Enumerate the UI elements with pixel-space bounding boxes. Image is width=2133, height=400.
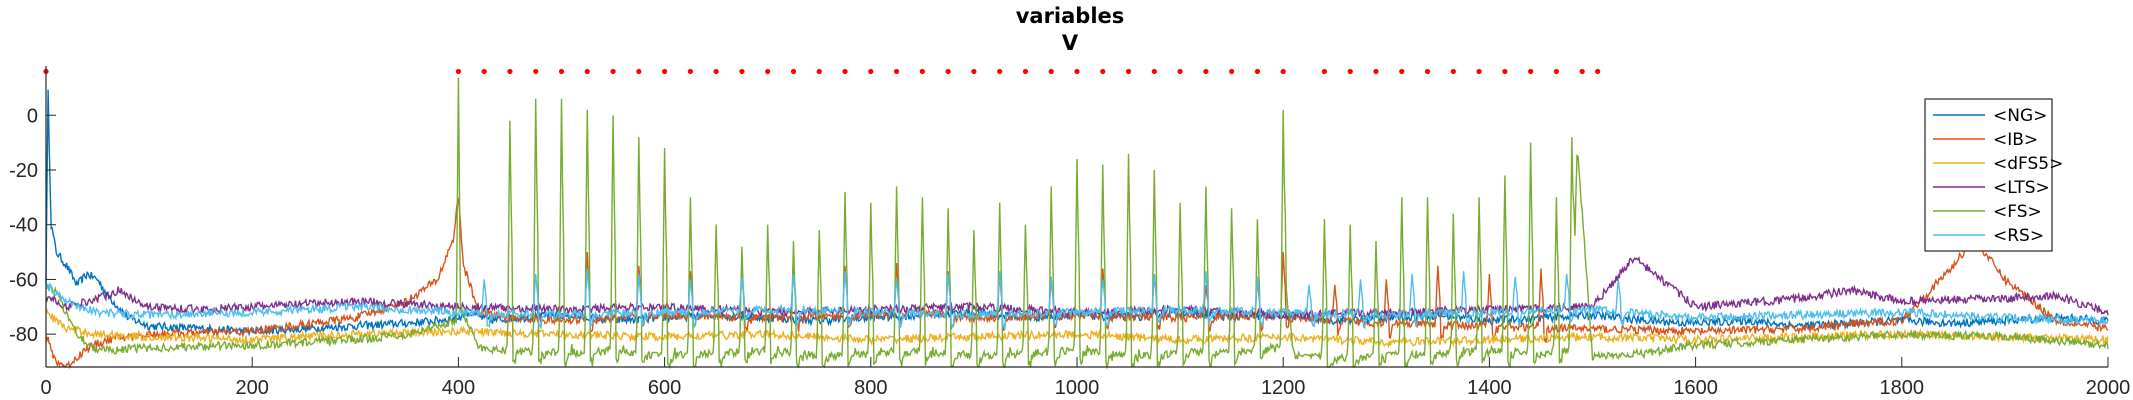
marker-point — [1254, 68, 1261, 75]
legend-label: <NG> — [1993, 106, 2047, 126]
marker-point — [1229, 68, 1235, 75]
x-tick-label: 1400 — [1467, 377, 1512, 399]
marker-point — [455, 68, 461, 75]
marker-point — [584, 68, 590, 75]
legend-label: <RS> — [1993, 226, 2044, 246]
marker-point — [971, 68, 977, 75]
marker-point — [1022, 68, 1029, 75]
marker-point — [1399, 68, 1405, 75]
marker-point — [997, 68, 1003, 75]
x-tick-label: 0 — [40, 377, 51, 399]
legend-label: <LTS> — [1993, 178, 2050, 198]
marker-point — [687, 68, 693, 75]
x-tick-label: 2000 — [2086, 377, 2131, 399]
x-tick-label: 1000 — [1055, 377, 1100, 399]
series-layer — [45, 77, 2109, 370]
marker-point — [1424, 68, 1431, 75]
marker-point — [481, 68, 487, 75]
y-tick-label: -20 — [9, 160, 38, 182]
marker-point — [1579, 68, 1585, 75]
x-tick-label: 1200 — [1261, 377, 1306, 399]
marker-point — [1151, 68, 1157, 75]
marker-point — [1373, 68, 1379, 75]
marker-point — [1502, 68, 1508, 75]
legend-box — [1924, 98, 2053, 252]
x-tick-label: 600 — [648, 377, 681, 399]
marker-point — [893, 68, 900, 75]
marker-point — [662, 68, 668, 75]
x-tick-label: 1600 — [1673, 377, 1718, 399]
marker-point — [610, 68, 616, 75]
marker-point — [1125, 68, 1132, 75]
marker-point — [713, 68, 719, 75]
marker-point — [1048, 68, 1054, 75]
marker-point — [919, 68, 925, 75]
marker-point — [1450, 68, 1456, 75]
legend-label: <dFS5> — [1993, 154, 2063, 174]
legend-label: <FS> — [1993, 202, 2042, 222]
series-line-dFS5 — [45, 308, 2109, 348]
marker-point — [1203, 68, 1209, 75]
marker-point — [507, 68, 513, 75]
marker-point — [1476, 68, 1482, 75]
series-line-FS — [45, 77, 2109, 370]
legend[interactable]: <NG> <IB> <dFS5> <LTS> <FS> <RS> — [1924, 98, 2063, 252]
x-tick-label: 200 — [236, 377, 269, 399]
marker-point — [816, 68, 822, 75]
marker-point — [533, 68, 539, 75]
chart-subtitle: V — [1062, 31, 1079, 55]
marker-point — [1074, 68, 1080, 75]
y-tick-label: -80 — [9, 324, 38, 346]
marker-point — [1347, 68, 1353, 75]
series-line-RS — [45, 268, 2109, 330]
plot-area — [43, 68, 2109, 370]
marker-point — [1177, 68, 1183, 75]
x-tick-label: 800 — [854, 377, 887, 399]
x-tick-label: 400 — [442, 377, 475, 399]
marker-point — [868, 68, 874, 75]
y-tick-label: -40 — [9, 215, 38, 237]
chart-title: variables — [1016, 4, 1125, 28]
marker-point — [790, 68, 797, 75]
marker-point — [765, 68, 771, 75]
marker-point — [1553, 68, 1560, 75]
marker-point — [558, 68, 565, 75]
marker-point — [1528, 68, 1534, 75]
marker-point — [1595, 68, 1601, 75]
marker-layer — [43, 68, 1601, 75]
marker-point — [842, 68, 848, 75]
y-tick-label: -60 — [9, 269, 38, 291]
marker-point — [1280, 68, 1286, 75]
x-tick-label: 1800 — [1880, 377, 1925, 399]
marker-point — [739, 68, 745, 75]
marker-point — [945, 68, 951, 75]
marker-point — [1321, 68, 1328, 75]
y-tick-label: 0 — [27, 105, 38, 127]
legend-label: <IB> — [1993, 130, 2038, 150]
axes-layer: 0 200 400 600 800 1000 1200 1400 1600 1800 2000 -80… — [9, 66, 2130, 399]
marker-point — [1100, 68, 1106, 75]
marker-point — [636, 68, 642, 75]
